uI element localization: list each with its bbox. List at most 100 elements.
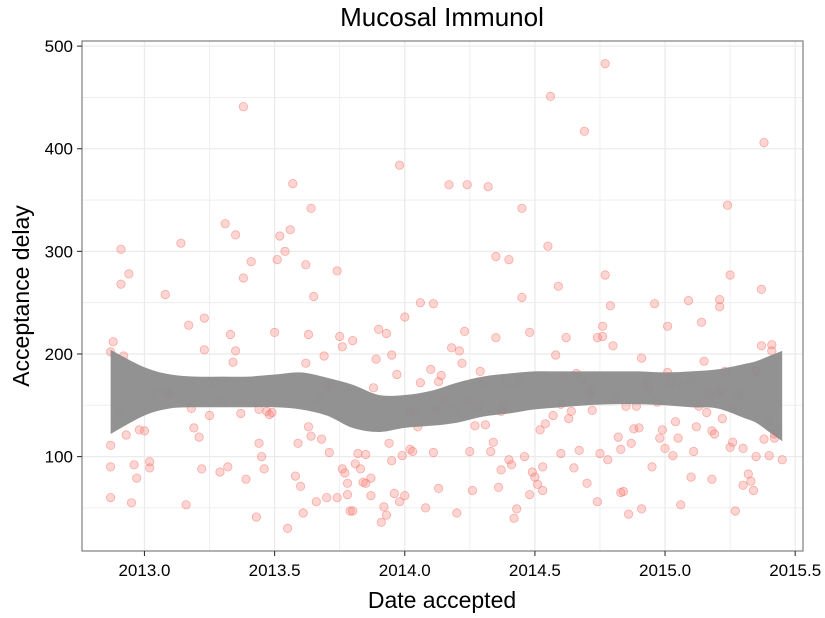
data-point (189, 423, 199, 433)
data-point (725, 270, 735, 280)
data-point (532, 479, 543, 489)
data-point (493, 482, 504, 492)
data-point (332, 266, 342, 276)
data-point (512, 504, 522, 514)
data-point (725, 442, 735, 452)
data-point (561, 332, 571, 343)
data-point (436, 370, 446, 381)
data-point (355, 464, 366, 474)
data-point (126, 498, 137, 508)
data-point (361, 449, 371, 460)
data-point (475, 366, 485, 376)
data-point (662, 321, 673, 331)
data-point (132, 473, 142, 483)
data-point (470, 421, 480, 431)
data-point (184, 320, 194, 330)
data-point (400, 312, 410, 322)
data-point (613, 432, 623, 442)
data-point (636, 504, 647, 514)
data-point (504, 255, 514, 265)
data-point (777, 455, 787, 465)
x-axis: 2013.0 2013.5 2014.0 2014.5 2015.0 2015.5 (118, 551, 821, 580)
data-point (452, 508, 462, 518)
data-point (238, 273, 248, 283)
data-point (525, 489, 535, 500)
data-point (582, 478, 592, 488)
data-point (420, 503, 431, 513)
data-point (256, 451, 267, 462)
data-point (722, 200, 733, 210)
data-point (767, 340, 777, 350)
x-tick-label: 2013.0 (118, 561, 170, 580)
data-point (592, 497, 603, 507)
data-point (387, 456, 397, 466)
data-point (597, 321, 608, 331)
data-point (392, 369, 402, 380)
data-point (199, 345, 209, 355)
data-point (717, 413, 727, 424)
data-point (506, 460, 517, 470)
data-point (231, 346, 241, 356)
data-point (689, 446, 699, 457)
data-point (316, 434, 327, 444)
data-point (715, 302, 725, 312)
data-point (204, 410, 215, 421)
data-point (337, 342, 347, 352)
data-point (394, 160, 405, 170)
data-point (353, 448, 363, 459)
data-point (267, 407, 277, 418)
data-point (673, 433, 683, 443)
data-point (657, 425, 668, 435)
data-point (384, 438, 394, 448)
x-tick-label: 2015.5 (769, 561, 821, 580)
data-point (348, 506, 358, 516)
data-point (543, 241, 553, 251)
data-point (715, 294, 725, 305)
data-point (228, 357, 238, 367)
data-point (519, 451, 530, 462)
data-point (181, 500, 191, 510)
data-point (428, 299, 438, 309)
data-point (231, 230, 241, 240)
data-point (751, 451, 761, 462)
data-point (254, 438, 264, 448)
data-point (655, 433, 665, 443)
x-axis-title: Date accepted (368, 587, 516, 613)
data-point (538, 485, 548, 496)
data-point (301, 358, 311, 368)
data-point (636, 353, 647, 363)
data-point (509, 513, 519, 523)
y-axis-title: Acceptance delay (8, 205, 34, 387)
data-point (759, 138, 769, 148)
data-point (121, 430, 131, 440)
x-tick-label: 2015.0 (639, 561, 691, 580)
data-point (764, 450, 774, 461)
data-point (709, 429, 720, 439)
data-point (139, 426, 150, 436)
data-point (259, 464, 269, 474)
data-point (491, 251, 501, 262)
x-tick-label: 2014.5 (509, 561, 561, 580)
data-point (272, 255, 282, 265)
data-point (486, 446, 496, 457)
data-point (730, 506, 740, 516)
data-point (647, 462, 657, 472)
data-point (616, 444, 626, 454)
data-point (444, 180, 454, 190)
data-point (634, 423, 644, 433)
data-point (348, 335, 358, 346)
data-point (564, 413, 574, 424)
data-point (215, 467, 225, 477)
data-point (116, 244, 126, 254)
data-point (483, 182, 493, 192)
data-point (324, 447, 334, 458)
data-point (517, 203, 527, 213)
data-point (446, 343, 457, 353)
y-tick-label: 500 (45, 37, 73, 56)
data-point (400, 490, 410, 501)
data-point (759, 434, 769, 444)
data-point (556, 448, 566, 459)
data-point (530, 472, 540, 482)
data-point (480, 420, 490, 430)
data-point (145, 457, 155, 467)
